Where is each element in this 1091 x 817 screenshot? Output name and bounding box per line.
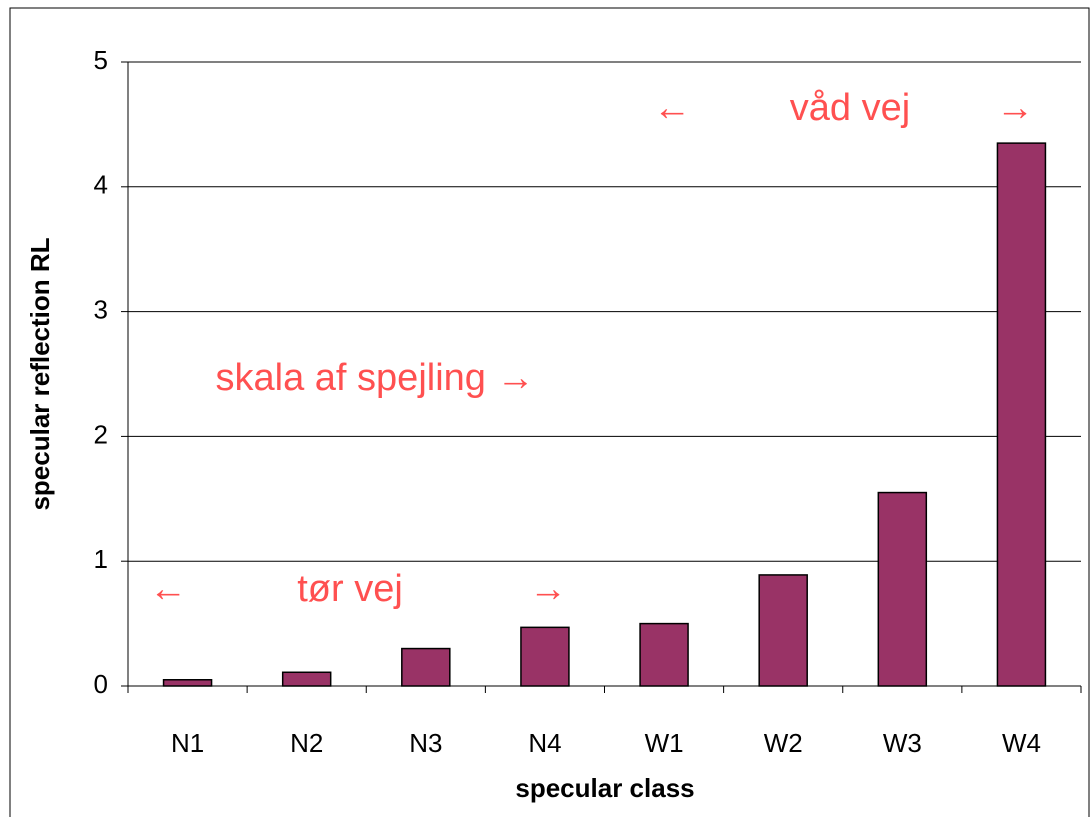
x-tick-label: W4: [1002, 728, 1041, 758]
bar: [996, 142, 1047, 687]
y-axis-label: specular reflection RL: [25, 237, 55, 510]
annotation: →: [996, 87, 1034, 129]
bar: [639, 622, 689, 687]
bar: [401, 647, 451, 687]
bar: [281, 671, 332, 687]
annotation: skala af spejling →: [216, 357, 535, 399]
x-tick-label: N2: [290, 728, 323, 758]
bar: [877, 491, 928, 687]
annotation: ←: [653, 87, 691, 129]
frame: [9, 7, 1090, 817]
x-tick-label: N3: [409, 728, 442, 758]
y-tick-label: 4: [94, 170, 108, 200]
x-tick-label: N4: [528, 728, 561, 758]
y-tick-label: 1: [94, 544, 108, 574]
x-tick-label: W1: [645, 728, 684, 758]
annotation: tør vej: [297, 568, 403, 610]
y-tick-label: 2: [94, 419, 108, 449]
x-tick-label: W3: [883, 728, 922, 758]
y-tick-label: 5: [94, 45, 108, 75]
annotation: ←: [149, 568, 187, 610]
bar: [520, 626, 570, 687]
bar: [162, 679, 213, 687]
x-axis-label: specular class: [515, 773, 694, 803]
annotation: våd vej: [790, 87, 910, 129]
annotation: →: [529, 568, 567, 610]
y-tick-label: 3: [94, 294, 108, 324]
y-tick-label: 0: [94, 669, 108, 699]
x-tick-label: W2: [764, 728, 803, 758]
x-tick-label: N1: [171, 728, 204, 758]
bar: [758, 574, 808, 687]
